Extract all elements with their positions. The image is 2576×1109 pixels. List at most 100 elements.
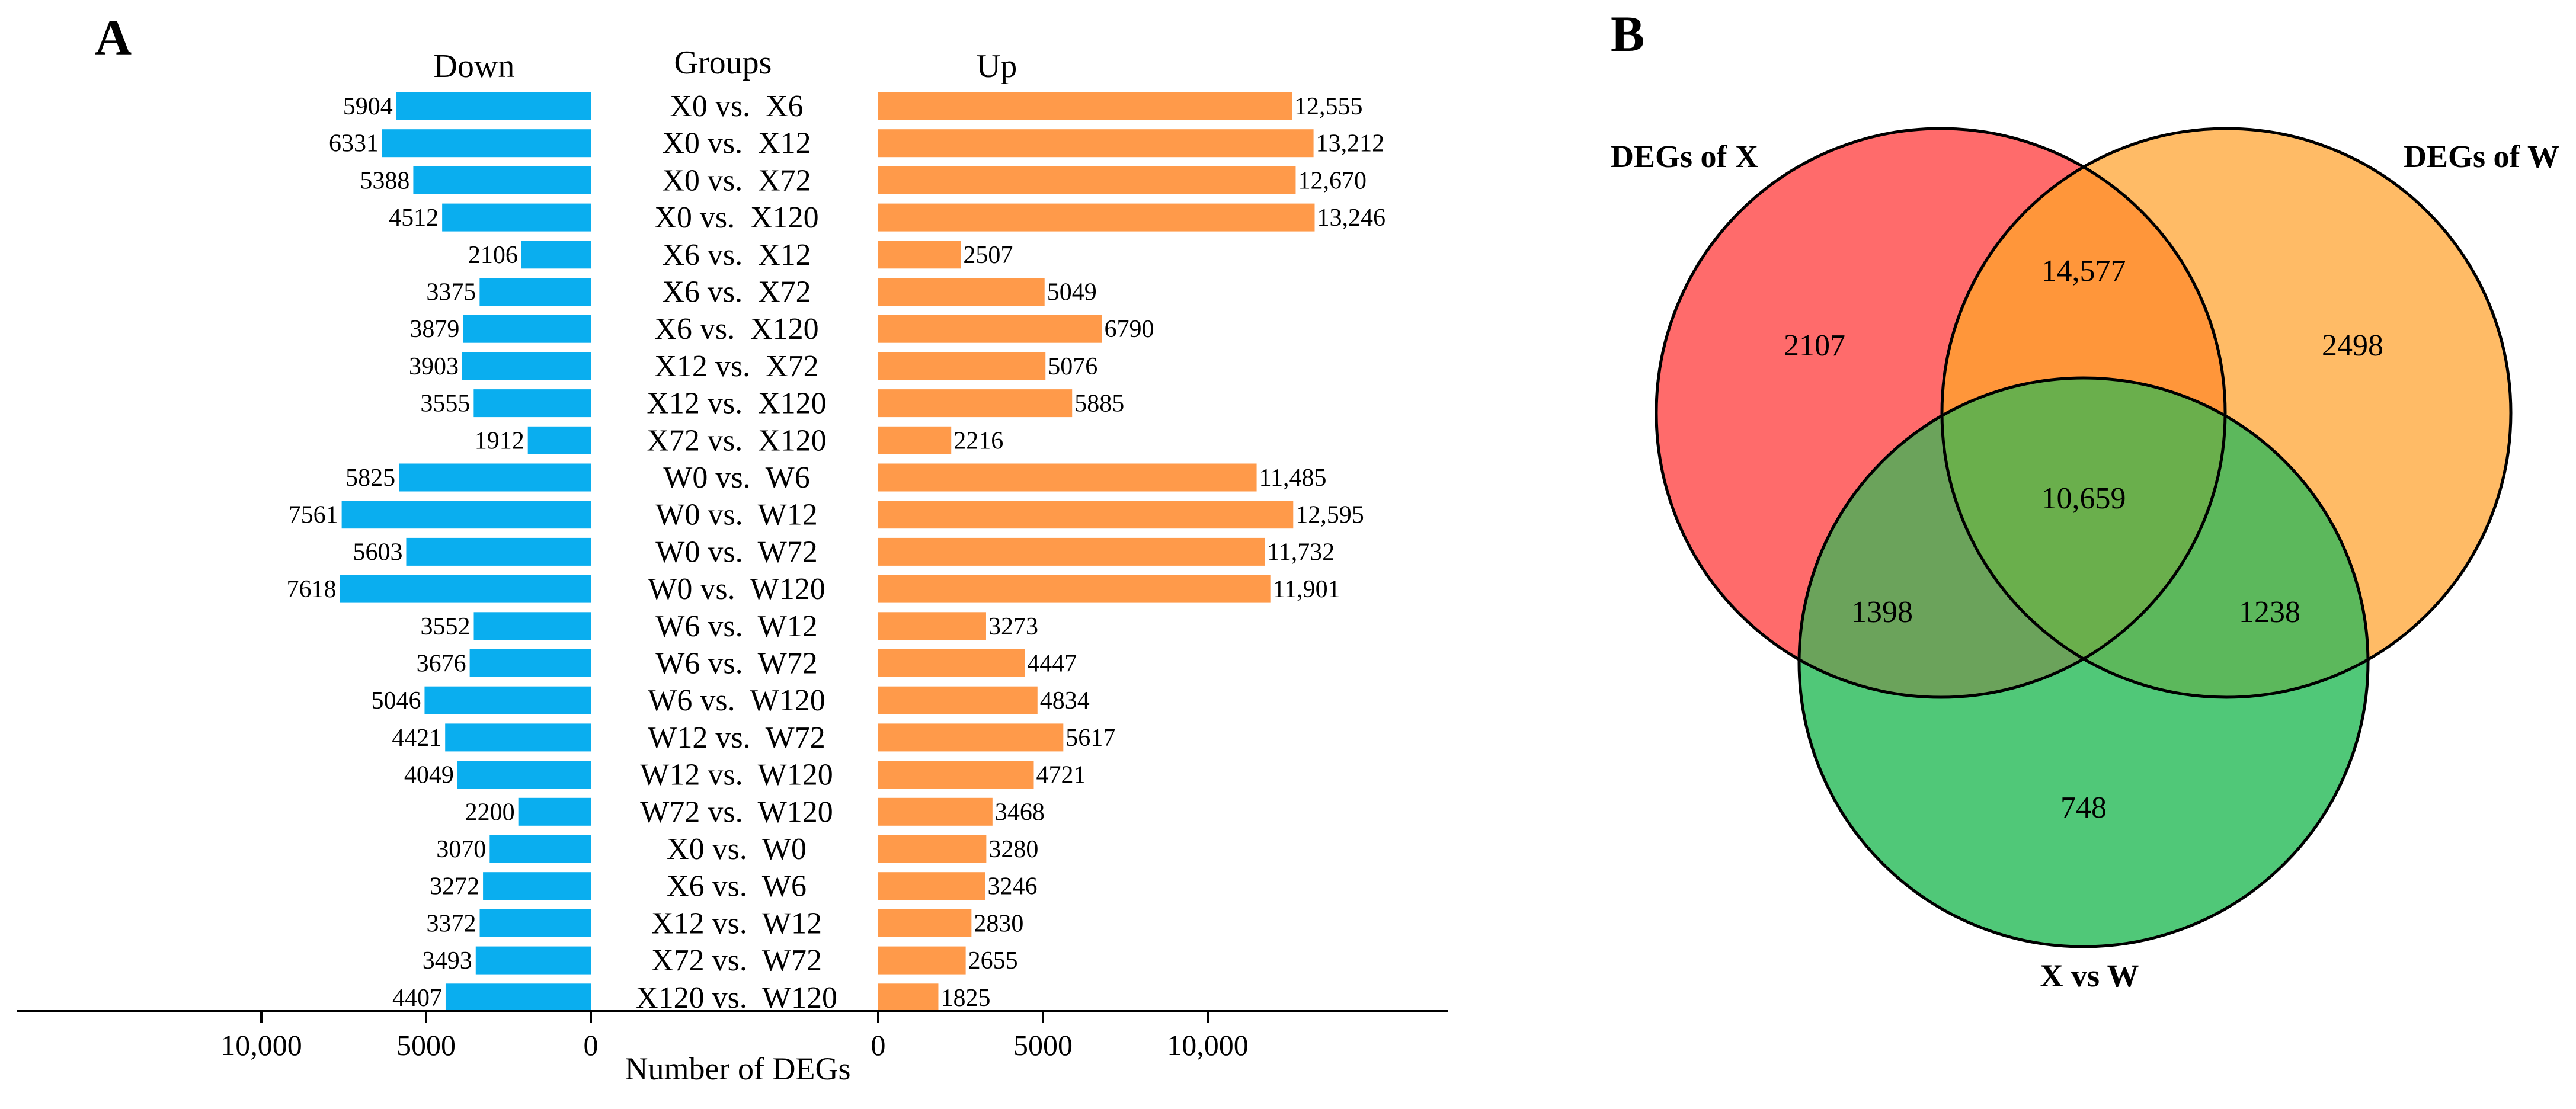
down-value-label: 3493 xyxy=(423,947,472,975)
up-bar xyxy=(878,501,1294,529)
down-bar xyxy=(413,166,591,194)
panel-b-venn-diagram: B DEGs of X DEGs of W X vs W 2107 14,577… xyxy=(1611,5,2559,993)
group-label: W0 vs. W12 xyxy=(655,498,817,532)
down-value-label: 3879 xyxy=(409,316,459,343)
up-bar xyxy=(878,241,961,269)
down-value-label: 2106 xyxy=(468,242,518,269)
down-value-label: 3070 xyxy=(436,836,486,863)
venn-count-only-xw: 748 xyxy=(2060,791,2107,825)
up-bar xyxy=(878,278,1045,306)
down-value-label: 5388 xyxy=(360,167,409,194)
up-bar xyxy=(878,872,985,900)
down-bar xyxy=(527,426,591,454)
up-bar xyxy=(878,463,1257,492)
venn-set-label-w: DEGs of W xyxy=(2404,139,2559,174)
group-label: X0 vs. W0 xyxy=(667,832,807,866)
down-bar xyxy=(341,501,591,529)
down-bar xyxy=(396,92,591,120)
down-value-label: 3676 xyxy=(417,650,466,678)
up-value-label: 11,485 xyxy=(1259,464,1327,492)
up-value-label: 5885 xyxy=(1074,390,1124,418)
down-bar xyxy=(489,835,591,863)
venn-count-only-w: 2498 xyxy=(2322,329,2383,363)
group-label: X0 vs. X12 xyxy=(662,127,811,161)
panel-a-diverging-bar-chart: A Down Groups Up 5904 6331 5388 4512 2106 337… xyxy=(17,9,1448,1086)
group-label: X120 vs. W120 xyxy=(636,981,837,1015)
group-label: X12 vs. X72 xyxy=(654,350,818,383)
down-bar xyxy=(479,909,591,937)
venn-set-label-xw: X vs W xyxy=(2040,958,2139,993)
down-value-label: 4512 xyxy=(389,204,439,232)
down-bar xyxy=(475,946,591,975)
venn-count-only-x: 2107 xyxy=(1784,329,1845,363)
down-bar xyxy=(463,315,591,343)
down-value-label: 3555 xyxy=(420,390,470,418)
up-bar xyxy=(878,575,1271,603)
up-value-label: 3273 xyxy=(988,613,1038,640)
down-value-label: 5825 xyxy=(345,464,395,492)
up-bar xyxy=(878,92,1292,120)
up-bar xyxy=(878,315,1102,343)
group-label: W6 vs. W72 xyxy=(655,647,817,681)
up-bar xyxy=(878,797,993,826)
up-bar xyxy=(878,723,1064,752)
down-bar xyxy=(424,686,591,714)
up-value-label: 3468 xyxy=(995,799,1045,826)
venn-outline-x xyxy=(1655,127,2227,699)
up-value-label: 5049 xyxy=(1047,279,1097,306)
venn-set-label-x: DEGs of X xyxy=(1611,139,1758,174)
down-bar xyxy=(382,129,591,158)
down-bar xyxy=(340,575,591,603)
group-label: W0 vs. W6 xyxy=(663,461,809,495)
down-bar xyxy=(399,463,591,492)
up-value-label: 11,901 xyxy=(1273,576,1340,603)
group-label: X6 vs. X120 xyxy=(654,312,818,346)
group-label: W6 vs. W12 xyxy=(655,610,817,643)
header-groups: Groups xyxy=(674,44,772,81)
up-bar xyxy=(878,983,939,1012)
up-bar xyxy=(878,389,1073,418)
up-axis-tick-label: 0 xyxy=(871,1028,886,1062)
up-value-label: 4834 xyxy=(1040,687,1090,714)
up-value-label: 1825 xyxy=(940,985,990,1012)
down-value-label: 1912 xyxy=(475,427,524,454)
up-bar xyxy=(878,649,1025,677)
panel-a-label: A xyxy=(95,9,132,66)
up-value-label: 4721 xyxy=(1036,762,1086,789)
up-value-label: 5076 xyxy=(1048,353,1097,380)
up-bar xyxy=(878,686,1038,714)
up-bar xyxy=(878,835,987,863)
down-axis-tick-label: 5000 xyxy=(396,1028,456,1062)
header-down: Down xyxy=(434,48,515,85)
up-bar xyxy=(878,909,972,937)
header-up: Up xyxy=(977,48,1017,85)
down-axis-tick-label: 0 xyxy=(584,1028,599,1062)
group-label: X0 vs. X6 xyxy=(670,89,803,123)
up-value-label: 12,670 xyxy=(1298,167,1367,194)
up-bar xyxy=(878,426,952,454)
down-bar xyxy=(521,241,591,269)
up-value-label: 2507 xyxy=(963,242,1013,269)
up-value-label: 11,732 xyxy=(1267,539,1335,566)
down-bar xyxy=(442,203,591,232)
down-value-label: 3375 xyxy=(426,279,476,306)
venn-outline-w xyxy=(1940,127,2513,699)
up-bar xyxy=(878,166,1296,194)
up-axis-tick-label: 5000 xyxy=(1013,1028,1073,1062)
up-bar xyxy=(878,203,1315,232)
x-axis-ticks: 0 0 5000 5000 10,000 10,000 xyxy=(220,1011,1249,1062)
down-value-label: 7618 xyxy=(286,576,336,603)
group-label: X12 vs. X120 xyxy=(647,387,826,421)
down-bars-series: 5904 6331 5388 4512 2106 3375 3879 3903 35551912… xyxy=(286,92,591,1012)
up-bar xyxy=(878,129,1314,158)
up-value-label: 3280 xyxy=(988,836,1038,863)
up-value-label: 2655 xyxy=(968,947,1018,975)
down-bar xyxy=(473,612,591,640)
up-bar xyxy=(878,761,1034,789)
down-bar xyxy=(457,761,591,789)
down-value-label: 4049 xyxy=(404,762,454,789)
group-label: X0 vs. X120 xyxy=(654,201,818,235)
panel-b-label: B xyxy=(1611,5,1644,62)
up-value-label: 2830 xyxy=(974,910,1023,937)
